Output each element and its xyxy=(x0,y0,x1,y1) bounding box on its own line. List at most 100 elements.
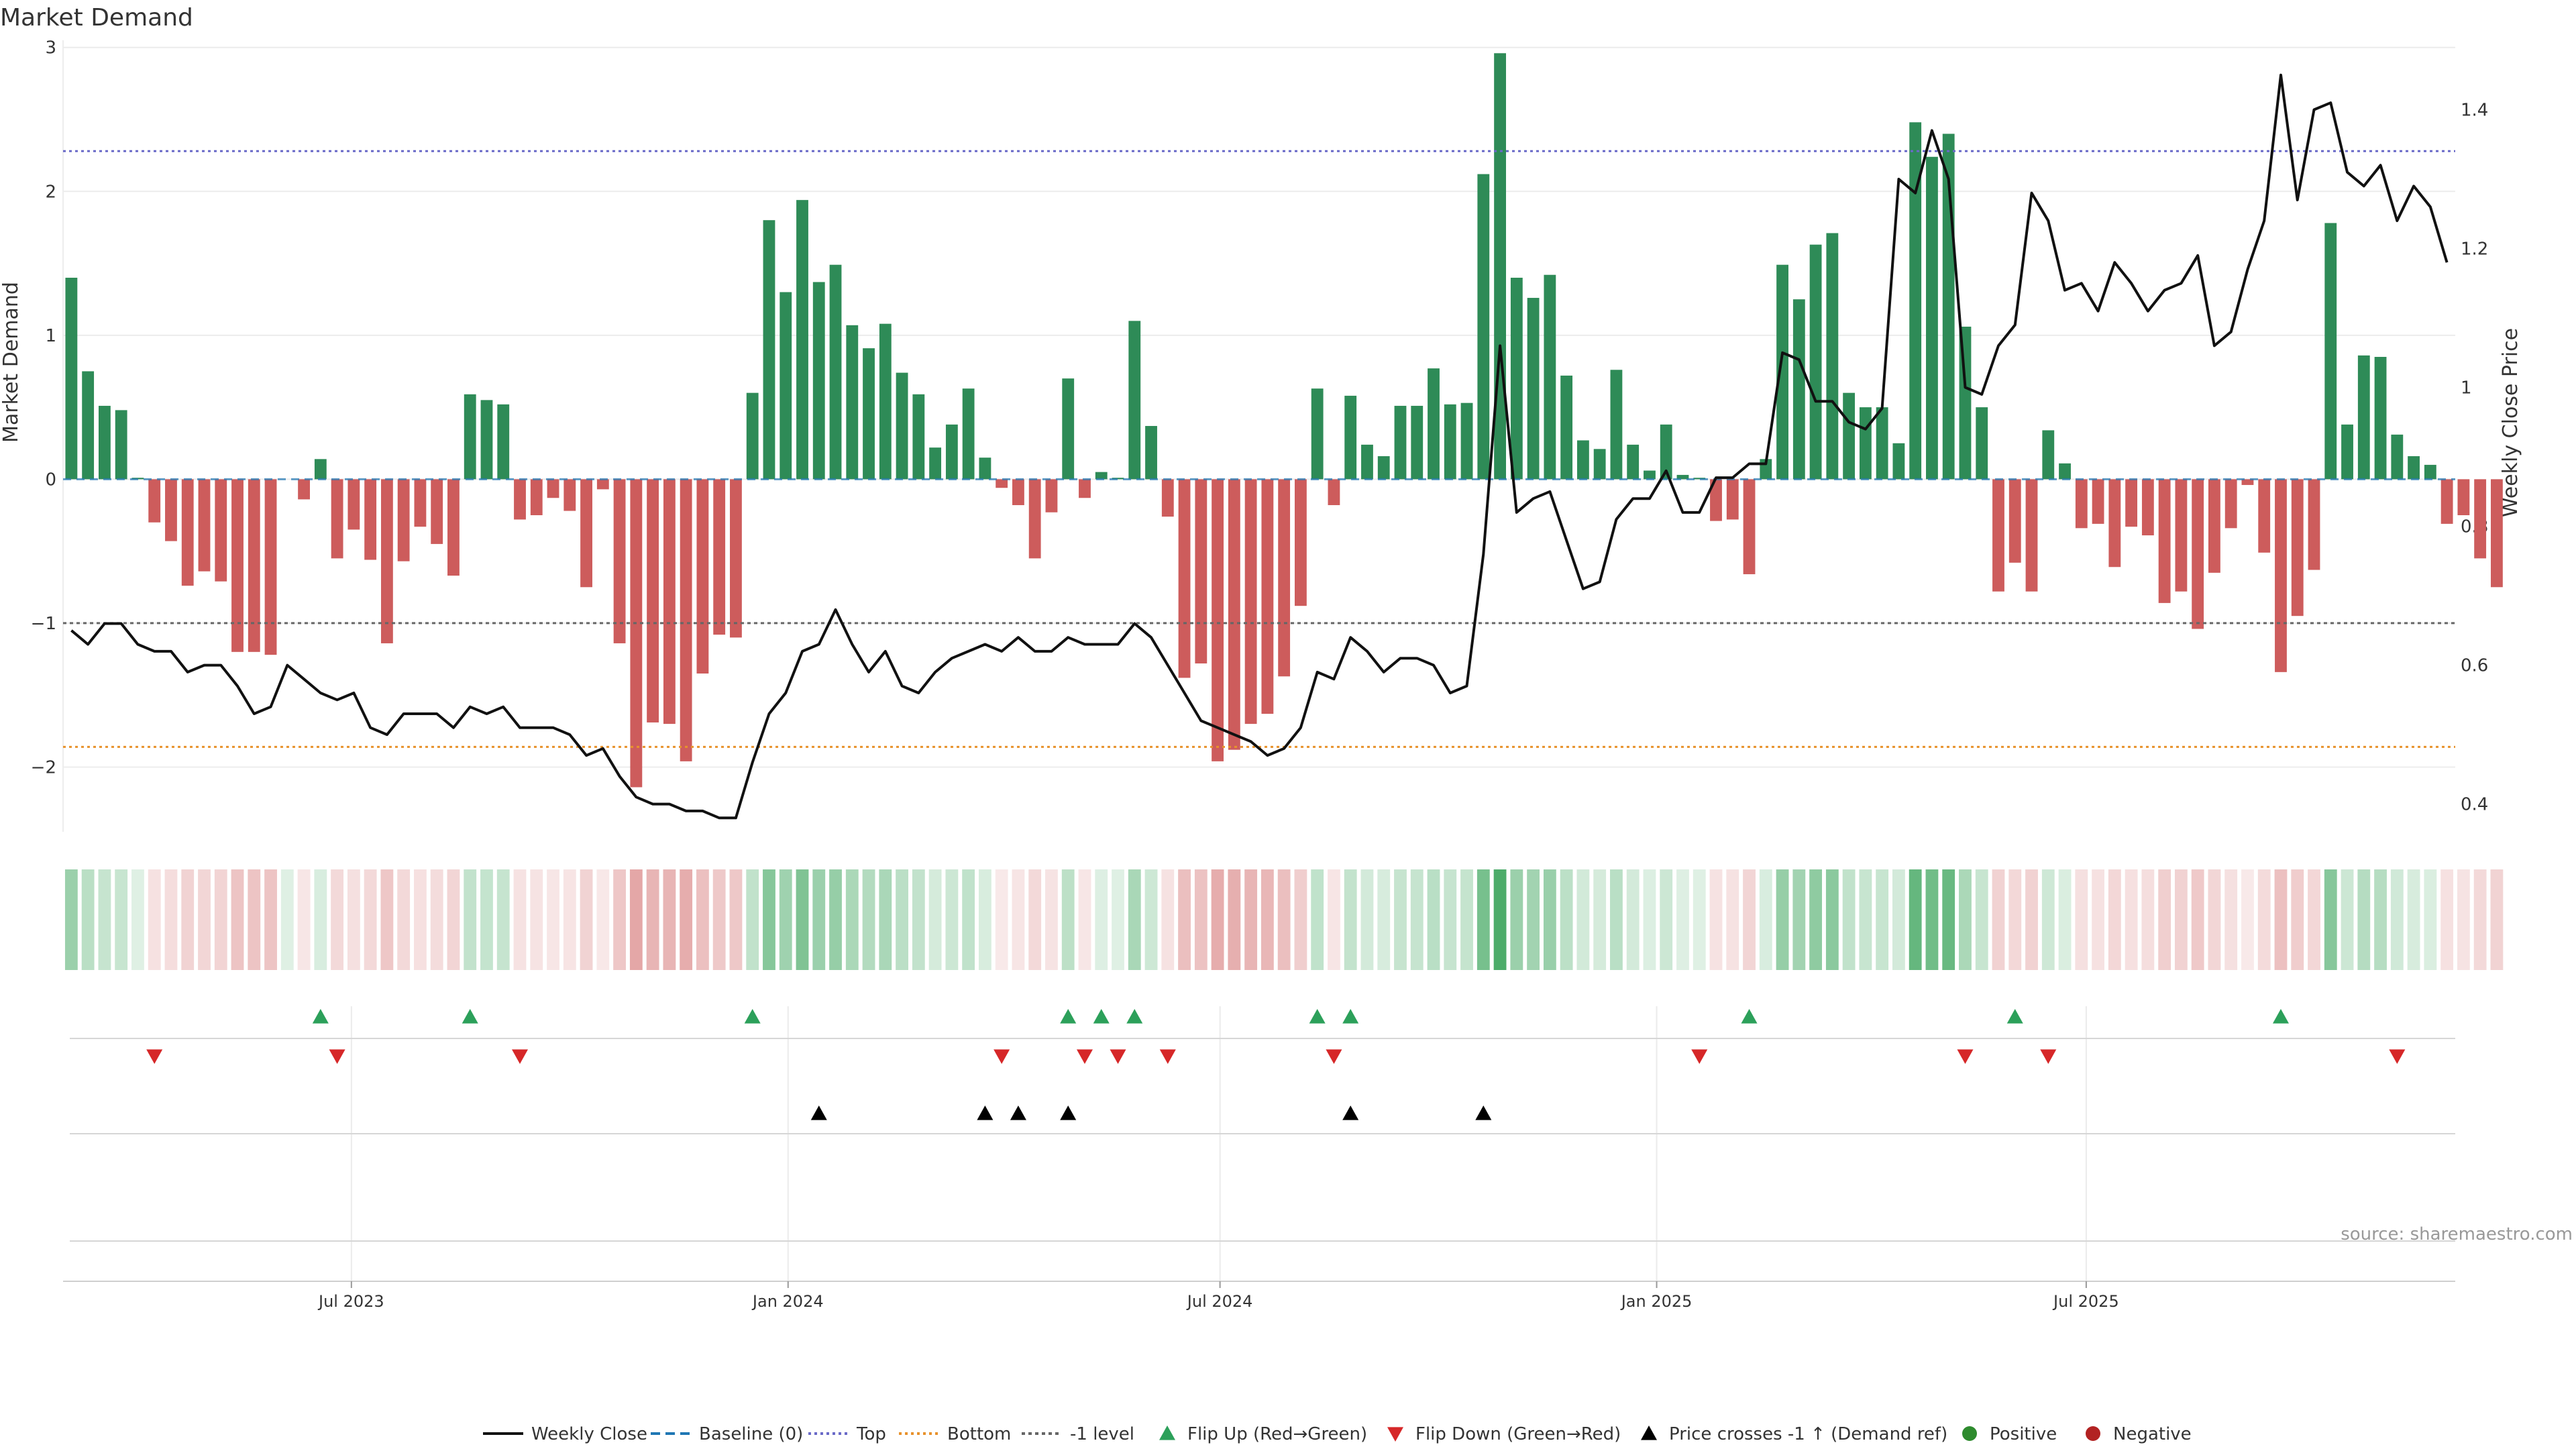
demand-strip-cell xyxy=(646,869,659,970)
demand-strip-cell xyxy=(796,869,809,970)
legend-label: Weekly Close xyxy=(531,1424,647,1444)
demand-bar xyxy=(497,404,510,480)
demand-strip-cell xyxy=(2141,869,2155,970)
legend-swatch xyxy=(1641,1426,1657,1440)
flip-up-marker xyxy=(1741,1009,1758,1024)
price-cross-marker xyxy=(1342,1106,1359,1120)
flip-up-marker xyxy=(1060,1009,1077,1024)
demand-strip-cell xyxy=(2374,869,2387,970)
demand-bar xyxy=(2092,479,2104,524)
demand-bar xyxy=(431,479,443,544)
demand-strip-cell xyxy=(2490,869,2504,970)
demand-bar xyxy=(2490,479,2503,588)
demand-strip-cell xyxy=(447,869,460,970)
legend: Weekly Close Baseline (0) Top Bottom -1 leve… xyxy=(483,1424,2192,1444)
demand-strip-cell xyxy=(2440,869,2454,970)
demand-strip-cell xyxy=(2324,869,2337,970)
demand-bar xyxy=(2324,223,2337,480)
demand-bar xyxy=(1311,388,1324,480)
demand-strip-cell xyxy=(2025,869,2038,970)
x-tick-label: Jul 2025 xyxy=(2052,1292,2119,1311)
demand-bar xyxy=(1477,174,1490,480)
demand-strip-cell xyxy=(1527,869,1540,970)
demand-strip-cell xyxy=(1759,869,1772,970)
demand-bar xyxy=(2408,456,2420,480)
demand-strip-cell xyxy=(1543,869,1556,970)
demand-bar xyxy=(514,479,526,520)
demand-bar xyxy=(264,479,277,655)
demand-strip-cell xyxy=(1161,869,1175,970)
demand-bar xyxy=(1112,478,1124,480)
demand-strip-cell xyxy=(629,869,643,970)
demand-strip-cell xyxy=(1726,869,1739,970)
y-tick-label: −1 xyxy=(31,614,56,634)
demand-strip-cell xyxy=(1942,869,1955,970)
demand-bar xyxy=(1377,456,1390,480)
flip-up-marker xyxy=(744,1009,761,1024)
demand-bar xyxy=(564,479,576,511)
demand-bar xyxy=(962,388,975,480)
demand-bar xyxy=(2424,464,2436,480)
demand-bar xyxy=(696,479,709,674)
demand-strip-cell xyxy=(845,869,859,970)
demand-bar xyxy=(1909,122,1922,480)
y-axis-label: Market Demand xyxy=(0,282,23,443)
legend-label: Price crosses -1 ↑ (Demand ref) xyxy=(1669,1424,1947,1444)
demand-bar xyxy=(2440,479,2453,524)
demand-strip-cell xyxy=(696,869,709,970)
demand-bar xyxy=(2291,479,2304,616)
demand-bar xyxy=(397,479,410,561)
price-cross-marker xyxy=(1475,1106,1492,1120)
demand-bar xyxy=(380,479,393,643)
legend-label: -1 level xyxy=(1070,1424,1134,1444)
demand-strip-cell xyxy=(1028,869,1042,970)
price-cross-marker xyxy=(977,1106,994,1120)
x-tick-label: Jan 2024 xyxy=(751,1292,824,1311)
demand-strip-cell xyxy=(464,869,477,970)
flip-down-marker xyxy=(994,1049,1010,1064)
y-tick-label: 1 xyxy=(45,326,56,346)
demand-bar xyxy=(746,392,759,480)
demand-strip-cell xyxy=(2274,869,2288,970)
demand-strip-cell xyxy=(1078,869,1091,970)
weekly-close-line xyxy=(70,73,2449,820)
demand-bar xyxy=(1278,479,1291,677)
demand-strip-cell xyxy=(2008,869,2022,970)
demand-bar xyxy=(2158,479,2171,603)
demand-bar xyxy=(1676,474,1689,480)
demand-strip-cell xyxy=(164,869,178,970)
demand-bar xyxy=(1195,479,1208,663)
demand-strip-cell xyxy=(1493,869,1507,970)
demand-strip-cell xyxy=(746,869,759,970)
demand-bar xyxy=(1576,440,1589,480)
demand-strip-cell xyxy=(812,869,826,970)
demand-bar xyxy=(1976,407,1988,480)
demand-bar xyxy=(1660,424,1672,480)
demand-bar xyxy=(2224,479,2237,529)
demand-strip-cell xyxy=(945,869,959,970)
demand-strip-cell xyxy=(2224,869,2238,970)
demand-strip-cell xyxy=(1992,869,2005,970)
demand-strip-cell xyxy=(1477,869,1490,970)
demand-bar xyxy=(1876,407,1888,480)
demand-strip-cell xyxy=(1825,869,1839,970)
demand-bar xyxy=(198,479,211,572)
demand-strip-cell xyxy=(2424,869,2437,970)
demand-strip-cell xyxy=(2357,869,2371,970)
y2-tick-label: 1.4 xyxy=(2461,101,2488,121)
flip-up-marker xyxy=(462,1009,478,1024)
demand-bar xyxy=(796,200,808,480)
demand-bar xyxy=(1843,392,1856,480)
demand-strip-cell xyxy=(680,869,693,970)
demand-bar xyxy=(1394,405,1407,480)
demand-bar xyxy=(2308,479,2320,570)
demand-bar xyxy=(1062,378,1075,480)
demand-strip-cell xyxy=(1144,869,1158,970)
demand-strip-cell xyxy=(928,869,942,970)
demand-strip-cell xyxy=(530,869,543,970)
demand-bar xyxy=(647,479,659,722)
demand-strip-cell xyxy=(879,869,892,970)
demand-bar xyxy=(248,479,260,652)
demand-bar xyxy=(231,479,244,652)
